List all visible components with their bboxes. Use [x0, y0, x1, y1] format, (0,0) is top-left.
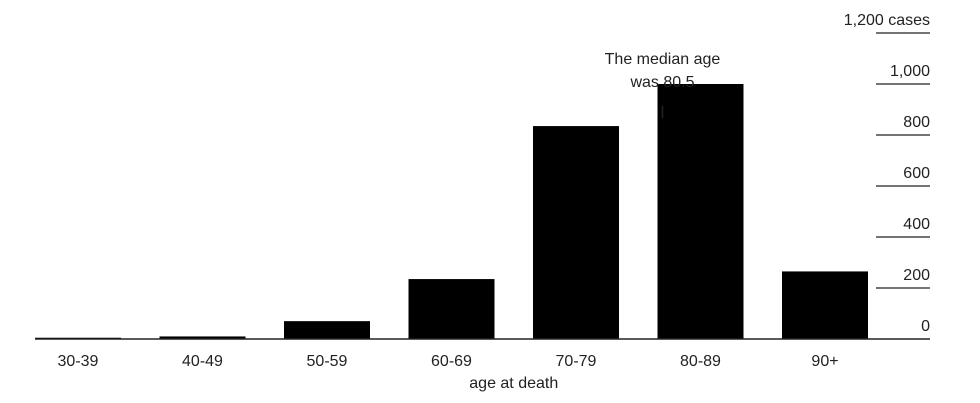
y-tick-label-0: 0 [921, 318, 930, 335]
x-tick-label-90+: 90+ [811, 353, 838, 370]
y-tick-label-3: 600 [903, 165, 930, 182]
bar-90+ [782, 271, 868, 339]
median-annotation-line2: was 80.5 [629, 74, 694, 91]
x-axis-tick-labels: 30-39 40-49 50-59 60-69 70-79 80-89 90+ [58, 353, 839, 370]
bar-70-79 [533, 126, 619, 339]
y-tick-label-5: 1,000 [890, 63, 930, 80]
x-tick-label-80-89: 80-89 [680, 353, 721, 370]
x-tick-label-40-49: 40-49 [182, 353, 223, 370]
bar-40-49 [159, 336, 246, 339]
x-tick-label-30-39: 30-39 [58, 353, 99, 370]
median-annotation-line1: The median age [605, 51, 721, 68]
x-tick-label-70-79: 70-79 [556, 353, 597, 370]
x-axis-title: age at death [469, 375, 558, 392]
x-tick-label-60-69: 60-69 [431, 353, 472, 370]
y-axis-ticks: 0 200 400 600 800 1,000 1,200 cases [844, 12, 930, 335]
x-tick-label-50-59: 50-59 [307, 353, 348, 370]
bar-80-89 [657, 84, 744, 339]
y-tick-label-2: 400 [903, 216, 930, 233]
bar-60-69 [408, 279, 495, 339]
bar-50-59 [284, 321, 370, 339]
y-tick-label-6: 1,200 cases [844, 12, 930, 29]
bars [35, 84, 868, 339]
y-tick-label-4: 800 [903, 114, 930, 131]
median-annotation: The median age was 80.5 [605, 51, 721, 118]
y-tick-label-1: 200 [903, 267, 930, 284]
